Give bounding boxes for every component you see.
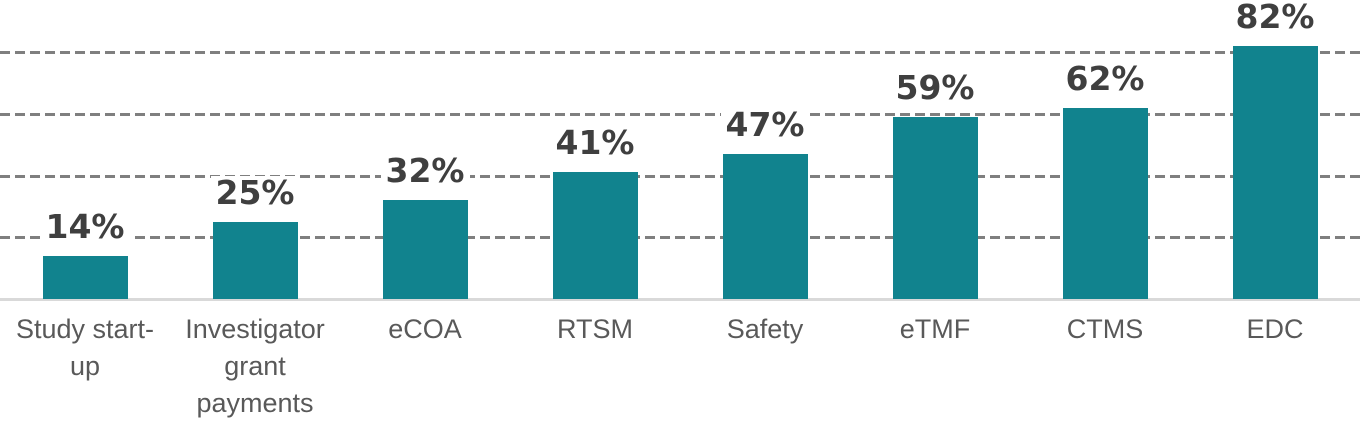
gridline-40-percent [0, 175, 1360, 178]
category-label: Study start- up [15, 314, 155, 381]
category-label: Investigator grant payments [185, 314, 325, 418]
value-label: 47% [720, 108, 810, 141]
value-label: 59% [890, 71, 980, 104]
x-axis-line [0, 298, 1360, 301]
bar-column: 14% Study start- up [0, 0, 170, 381]
bar [212, 222, 298, 299]
category-label: EDC [1246, 314, 1304, 344]
bar-column: 41% RTSM [510, 0, 680, 344]
value-label: 82% [1230, 0, 1320, 33]
value-label: 14% [40, 210, 130, 243]
bar-column: 25% Investigator grant payments [170, 0, 340, 418]
category-label: CTMS [1066, 314, 1144, 344]
gridline-80-percent [0, 51, 1360, 54]
value-label: 32% [380, 154, 470, 187]
bar-column: 32% eCOA [340, 0, 510, 344]
bar [382, 200, 468, 299]
bar-column: 82% EDC [1190, 0, 1360, 344]
bar [552, 172, 638, 299]
value-label: 41% [550, 126, 640, 159]
category-label: eCOA [388, 314, 462, 344]
gridline-60-percent [0, 113, 1360, 116]
bar [722, 154, 808, 299]
value-label: 25% [210, 176, 300, 209]
bar [1062, 108, 1148, 299]
bar [892, 117, 978, 299]
category-label: eTMF [899, 314, 971, 344]
bar [42, 256, 128, 299]
value-label: 62% [1060, 62, 1150, 95]
category-label: Safety [726, 314, 804, 344]
bar-column: 47% Safety [680, 0, 850, 344]
category-label: RTSM [556, 314, 633, 344]
bar-column: 59% eTMF [850, 0, 1020, 344]
bar [1232, 46, 1318, 299]
bar-column: 62% CTMS [1020, 0, 1190, 344]
gridline-20-percent [0, 236, 1360, 239]
